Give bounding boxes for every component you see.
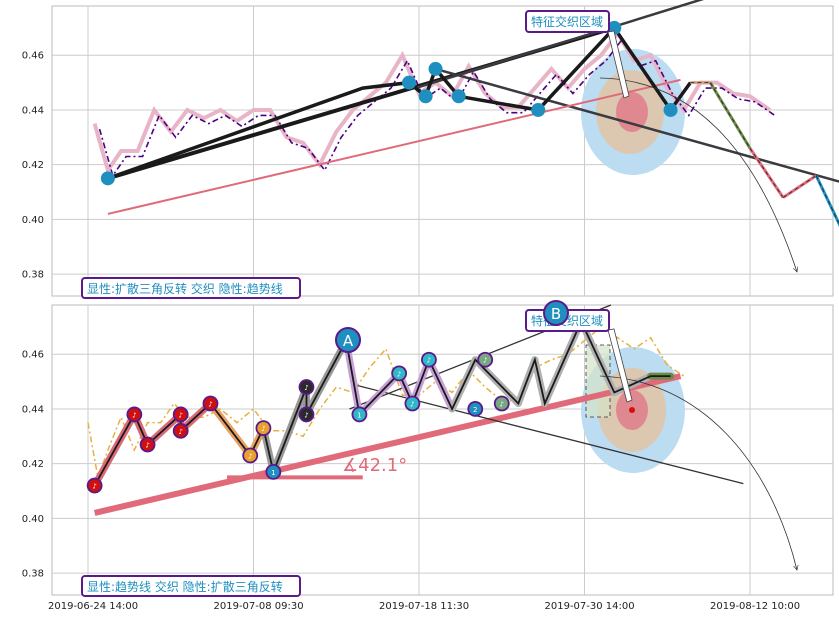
bottom-marker-17 [493,395,510,412]
top-pivot-point [663,102,678,117]
top-projection-seg-3 [782,174,818,199]
bottom-marker-label-12: ♪ [397,370,401,378]
bottom-marker-3 [172,406,189,423]
bottom-marker-label-9: ♪ [304,384,308,392]
bottom-marker-11 [351,406,368,423]
bottom-marker-5 [202,395,219,412]
top-y-tick-label: 0.42 [22,160,44,171]
top-annotation-label: 特征交织区域 [531,14,603,29]
bottom-marker-label-0: ♪ [92,483,96,491]
bottom-marker-16 [477,351,494,368]
top-trend-line-1 [435,67,839,183]
top-zigzag [107,25,692,181]
top-projection-dash-1 [709,82,751,149]
top-pivot-point [418,89,433,104]
bottom-marker-label-14: ♪ [427,357,431,365]
bottom-curve-arrow [599,375,797,570]
bottom-marker-0 [86,477,103,494]
bottom-marker-label-5: ♪ [208,400,212,408]
x-tick-label: 2019-07-30 14:00 [545,601,635,612]
bottom-marker-label-3: ♪ [178,411,182,419]
top-pivot-point [428,61,443,76]
marker-B-label: B [551,305,561,323]
bottom-marker-13 [404,395,421,412]
top-pivot-point [531,102,546,117]
marker-B: B [543,300,569,326]
top-pivot-point [451,89,466,104]
top-series [92,0,839,227]
bottom-marker-7 [255,420,272,437]
bottom-marker-label-2: ♪ [145,442,149,450]
bottom-axes: 0.38 0.40 0.42 0.44 0.46 2019-06-24 14:00 2019… [22,350,800,612]
bottom-marker-label-10: ♪ [304,411,308,419]
top-price-line [98,37,776,178]
top-y-axis: 0.38 0.40 0.42 0.44 0.46 [22,51,44,281]
marker-A: A [335,327,361,353]
top-curve-arrow [599,77,797,272]
bottom-marker-label-6: ♪ [248,452,252,460]
bottom-marker-14 [421,351,437,368]
bottom-y-tick-label: 0.44 [22,404,44,415]
top-projection-dash-4 [815,175,839,225]
bottom-marker-label-15: 2 [473,406,477,414]
bottom-marker-9 [298,379,315,395]
bottom-y-tick-label: 0.42 [22,459,44,470]
top-plot-area [51,5,834,297]
bottom-y-tick-label: 0.38 [22,569,44,580]
bottom-marker-2 [139,436,156,453]
bottom-plot-area [51,304,834,596]
top-annotation: 特征交织区域 [525,10,630,99]
bottom-marker-label-16: ♪ [483,357,487,365]
bottom-trend-line-0 [93,373,682,516]
bottom-marker-1 [126,406,143,423]
top-y-tick-label: 0.38 [22,270,44,281]
bottom-marker-label-8: 1 [271,469,275,477]
top-grid [52,6,833,296]
feature-center-dot [629,407,635,413]
bottom-marker-label-7: ♪ [261,425,265,433]
bottom-marker-label-13: ♪ [410,400,414,408]
bottom-y-tick-label: 0.46 [22,350,44,361]
bottom-series: ♪ ♪ ♪ ♪ ♪ ♪ ♪ ♪ 1 ♪ ♪ 1 ♪ ♪ ♪ 2 ♪ ♪ [86,304,744,516]
top-trend-line-3 [107,78,681,215]
top-projection-dash-2 [749,148,784,198]
top-y-tick-label: 0.40 [22,215,44,226]
top-y-tick-label: 0.44 [22,105,44,116]
bottom-marker-12 [391,365,408,382]
top-caption-text: 显性:扩散三角反转 交织 隐性:趋势线 [87,281,283,296]
x-tick-label: 2019-06-24 14:00 [48,601,138,612]
bottom-marker-label-17: ♪ [500,400,504,408]
top-pivot-point [402,75,417,90]
x-tick-label: 2019-08-12 10:00 [710,601,800,612]
bottom-marker-label-1: ♪ [132,411,136,419]
bottom-marker-15 [467,401,484,417]
top-y-tick-label: 0.46 [22,51,44,62]
top-trend-line-2 [415,0,705,90]
x-tick-label: 2019-07-18 11:30 [379,601,469,612]
top-pivot-point [100,171,115,186]
bottom-marker-label-11: 1 [357,411,361,419]
marker-A-label: A [343,332,354,350]
bottom-marker-10 [298,406,315,423]
bottom-caption-text: 显性:趋势线 交织 隐性:扩散三角反转 [87,579,283,594]
bottom-y-tick-label: 0.40 [22,514,44,525]
bottom-price-line [87,325,685,481]
bottom-marker-8 [265,463,282,480]
bottom-marker-label-4: ♪ [178,428,182,436]
top-caption: 显性:扩散三角反转 交织 隐性:趋势线 [81,277,301,299]
x-tick-label: 2019-07-08 09:30 [214,601,304,612]
bottom-caption: 显性:趋势线 交织 隐性:扩散三角反转 [81,575,301,597]
bottom-marker-4 [172,422,189,439]
angle-label: ∡42.1° [342,455,407,476]
bottom-marker-6 [242,447,259,464]
